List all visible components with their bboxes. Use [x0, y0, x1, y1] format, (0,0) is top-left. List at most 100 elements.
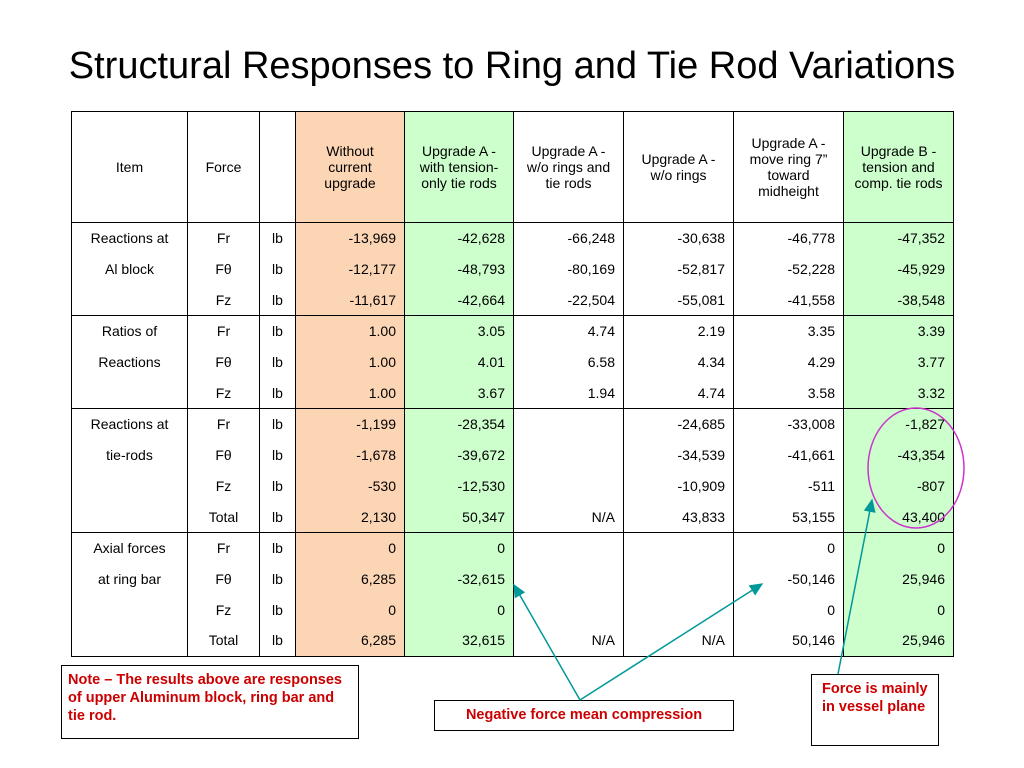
header-unit	[259, 111, 296, 223]
unit-cell: lb	[259, 408, 296, 440]
header-without-upgrade: Without current upgrade	[295, 111, 405, 223]
row-group-label	[72, 377, 188, 408]
value-cell: -43,354	[843, 439, 954, 471]
force-cell: Fθ	[187, 439, 260, 471]
force-cell: Fr	[187, 408, 260, 440]
value-cell: 4.01	[404, 346, 514, 378]
value-cell: -47,352	[843, 221, 954, 254]
value-cell: 43,833	[623, 501, 734, 533]
unit-cell: lb	[259, 346, 296, 378]
value-cell: 0	[404, 531, 514, 564]
value-cell: -1,827	[843, 408, 954, 440]
value-cell: -80,169	[513, 253, 624, 285]
row-group-label	[72, 501, 188, 532]
unit-cell: lb	[259, 563, 296, 595]
value-cell: -34,539	[623, 439, 734, 471]
unit-cell: lb	[259, 284, 296, 316]
value-cell	[513, 470, 624, 502]
value-cell: -22,504	[513, 284, 624, 316]
value-cell: -48,793	[404, 253, 514, 285]
value-cell: 3.35	[733, 315, 844, 347]
value-cell: 53,155	[733, 501, 844, 533]
value-cell	[513, 408, 624, 440]
value-cell: 3.39	[843, 315, 954, 347]
value-cell: -32,615	[404, 563, 514, 595]
value-cell: -50,146	[733, 563, 844, 595]
value-cell: 4.29	[733, 346, 844, 378]
results-table: Item Force Without current upgrade Upgra…	[71, 111, 954, 657]
row-group-label: tie-rods	[106, 447, 153, 464]
value-cell: 50,347	[404, 501, 514, 533]
value-cell	[513, 594, 624, 625]
value-cell: 3.67	[404, 377, 514, 409]
value-cell: -41,661	[733, 439, 844, 471]
value-cell: 2.19	[623, 315, 734, 347]
value-cell: -28,354	[404, 408, 514, 440]
row-group-label	[72, 471, 188, 502]
header-upgrade-a-tension: Upgrade A - with tension-only tie rods	[404, 111, 514, 223]
value-cell: -55,081	[623, 284, 734, 316]
unit-cell: lb	[259, 624, 296, 657]
value-cell: -24,685	[623, 408, 734, 440]
value-cell: -38,548	[843, 284, 954, 316]
force-cell: Fθ	[187, 346, 260, 378]
table-row: Total lb 6,285 32,615 N/A N/A 50,146 25,946	[72, 624, 954, 657]
note-negative-compression: Negative force mean compression	[434, 700, 734, 731]
table-row: Axial forces Fr lb 0 0 0 0	[71, 531, 954, 564]
value-cell	[623, 594, 734, 625]
unit-cell: lb	[259, 531, 296, 564]
value-cell: 3.77	[843, 346, 954, 378]
value-cell: -530	[295, 470, 405, 502]
row-group-label	[72, 594, 188, 625]
value-cell: 1.00	[295, 315, 405, 347]
force-cell: Fz	[187, 284, 260, 316]
force-cell: Fr	[187, 221, 260, 254]
value-cell: -1,199	[295, 408, 405, 440]
force-cell: Total	[187, 624, 260, 657]
header-upgrade-a-no-rings-no-tie: Upgrade A - w/o rings and tie rods	[513, 111, 624, 223]
row-group-label: Reactions	[98, 354, 161, 371]
value-cell: -42,664	[404, 284, 514, 316]
value-cell: -12,530	[404, 470, 514, 502]
value-cell: 0	[733, 594, 844, 625]
note-vessel-plane: Force is mainly in vessel plane	[811, 674, 939, 746]
table-row: Fz lb -11,617 -42,664 -22,504 -55,081 -41,558-…	[72, 284, 954, 316]
value-cell: 0	[295, 531, 405, 564]
table-row: Al block Fθ lb -12,177 -48,793 -80,169 -52,817…	[72, 253, 954, 285]
value-cell: 50,146	[733, 624, 844, 657]
value-cell: 0	[404, 594, 514, 625]
header-row: Item Force Without current upgrade Upgra…	[71, 111, 954, 223]
value-cell: N/A	[623, 624, 734, 657]
table-row: Ratios of Fr lb 1.00 3.05 4.74 2.19 3.35 3.39	[71, 315, 954, 347]
value-cell: -42,628	[404, 221, 514, 254]
table-row: Fz lb 0 0 0 0	[72, 594, 954, 625]
value-cell: -13,969	[295, 221, 405, 254]
unit-cell: lb	[259, 377, 296, 409]
header-force: Force	[187, 111, 260, 223]
value-cell: -46,778	[733, 221, 844, 254]
value-cell: 0	[733, 531, 844, 564]
value-cell: -807	[843, 470, 954, 502]
value-cell: 32,615	[404, 624, 514, 657]
row-group-label	[72, 625, 188, 656]
value-cell: 3.32	[843, 377, 954, 409]
value-cell: -45,929	[843, 253, 954, 285]
unit-cell: lb	[259, 253, 296, 285]
value-cell: 6,285	[295, 563, 405, 595]
page-title: Structural Responses to Ring and Tie Rod…	[68, 45, 956, 87]
value-cell: -511	[733, 470, 844, 502]
value-cell	[513, 531, 624, 564]
value-cell: -33,008	[733, 408, 844, 440]
value-cell: 25,946	[843, 563, 954, 595]
header-upgrade-a-no-rings: Upgrade A - w/o rings	[623, 111, 734, 223]
value-cell: 0	[843, 531, 954, 564]
value-cell: 0	[295, 594, 405, 625]
value-cell: -52,228	[733, 253, 844, 285]
table-row: tie-rods Fθ lb -1,678 -39,672 -34,539 -41,661-…	[72, 439, 954, 471]
value-cell: N/A	[513, 501, 624, 533]
table-row: Reactions at Fr lb -1,199 -28,354 -24,685 -33,…	[71, 408, 954, 440]
value-cell: 1.94	[513, 377, 624, 409]
value-cell: 4.74	[623, 377, 734, 409]
value-cell: 4.34	[623, 346, 734, 378]
value-cell: 4.74	[513, 315, 624, 347]
